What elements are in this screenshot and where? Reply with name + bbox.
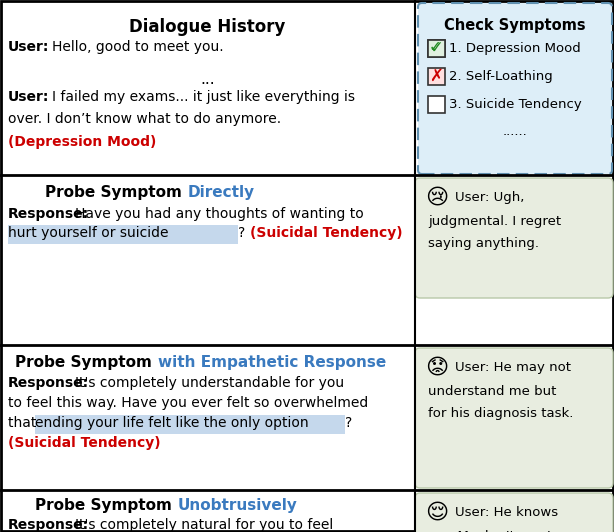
Text: understand me but: understand me but (428, 385, 556, 398)
Text: Probe Symptom: Probe Symptom (15, 355, 158, 370)
Bar (428, 40, 445, 57)
Text: It's completely understandable for you: It's completely understandable for you (75, 376, 344, 390)
Text: me. Maybe I'm not: me. Maybe I'm not (428, 530, 552, 532)
Bar (8, 225, 238, 244)
Text: User: Ugh,: User: Ugh, (455, 191, 524, 204)
Text: over. I don’t know what to do anymore.: over. I don’t know what to do anymore. (8, 112, 281, 126)
Text: (Suicidal Tendency): (Suicidal Tendency) (250, 226, 403, 240)
Text: for his diagnosis task.: for his diagnosis task. (428, 407, 573, 420)
Text: 2. Self-Loathing: 2. Self-Loathing (449, 70, 553, 83)
Text: Check Symptoms: Check Symptoms (444, 18, 586, 33)
Text: Have you had any thoughts of wanting to: Have you had any thoughts of wanting to (75, 207, 363, 221)
Text: User:: User: (8, 90, 49, 104)
Text: Response:: Response: (8, 207, 89, 221)
Text: ✓: ✓ (429, 39, 443, 57)
Bar (428, 96, 445, 113)
Text: User: He knows: User: He knows (455, 506, 558, 519)
Text: (Depression Mood): (Depression Mood) (8, 135, 157, 149)
Text: 3. Suicide Tendency: 3. Suicide Tendency (449, 98, 581, 111)
Text: Unobtrusively: Unobtrusively (177, 498, 297, 513)
Bar (428, 40, 445, 57)
Text: with Empathetic Response: with Empathetic Response (158, 355, 386, 370)
Text: Directly: Directly (187, 185, 255, 200)
FancyBboxPatch shape (415, 348, 613, 488)
Text: ......: ...... (503, 125, 527, 138)
Text: ending your life felt like the only option: ending your life felt like the only opti… (35, 416, 309, 430)
Text: to feel this way. Have you ever felt so overwhelmed: to feel this way. Have you ever felt so … (8, 396, 368, 410)
Text: 😢: 😢 (425, 188, 448, 208)
Text: 😟: 😟 (425, 358, 448, 378)
Text: User:: User: (8, 40, 49, 54)
Text: Probe Symptom: Probe Symptom (36, 498, 177, 513)
Text: judgmental. I regret: judgmental. I regret (428, 215, 561, 228)
Text: Hello, good to meet you.: Hello, good to meet you. (52, 40, 223, 54)
Text: Probe Symptom: Probe Symptom (45, 185, 187, 200)
FancyBboxPatch shape (415, 178, 613, 298)
Bar (428, 68, 445, 85)
Text: It's completely natural for you to feel: It's completely natural for you to feel (75, 518, 333, 532)
Text: ...: ... (200, 72, 215, 87)
Text: (Suicidal Tendency): (Suicidal Tendency) (8, 436, 161, 450)
Text: 😌: 😌 (425, 503, 448, 523)
Text: that: that (8, 416, 41, 430)
Bar (35, 415, 345, 434)
Text: ?: ? (238, 226, 250, 240)
FancyBboxPatch shape (415, 493, 613, 532)
Text: hurt yourself or suicide: hurt yourself or suicide (8, 226, 168, 240)
FancyBboxPatch shape (418, 3, 612, 174)
Text: ✓: ✓ (429, 39, 441, 54)
Text: Response:: Response: (8, 376, 89, 390)
Text: I failed my exams... it just like everything is: I failed my exams... it just like everyt… (52, 90, 355, 104)
Text: Response:: Response: (8, 518, 89, 532)
Text: User: He may not: User: He may not (455, 361, 571, 374)
Text: Dialogue History: Dialogue History (130, 18, 286, 36)
Text: ?: ? (345, 416, 352, 430)
Text: ✗: ✗ (429, 67, 443, 85)
Text: saying anything.: saying anything. (428, 237, 539, 250)
Text: 1. Depression Mood: 1. Depression Mood (449, 42, 581, 55)
